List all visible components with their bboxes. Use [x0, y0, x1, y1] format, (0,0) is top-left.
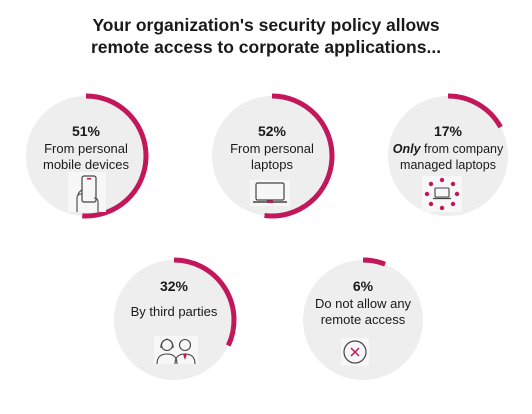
ring-background — [303, 260, 423, 380]
progress-ring — [212, 93, 335, 219]
progress-ring — [303, 257, 423, 380]
progress-ring — [114, 257, 237, 380]
value-label: 6% — [352, 278, 374, 294]
label-line-1: From personal — [230, 141, 314, 156]
progress-arc — [264, 93, 335, 219]
label-line-2: remote access — [320, 312, 406, 327]
category-label: From personal mobile devices — [16, 141, 156, 173]
progress-ring — [388, 93, 508, 216]
value-label: 52% — [257, 123, 287, 139]
category-label: By third parties — [104, 304, 244, 320]
label-emphasis: Only — [392, 142, 421, 156]
value-label: 51% — [71, 123, 101, 139]
managed-laptop-icon — [422, 176, 462, 212]
title-line-1: Your organization's security policy allo… — [92, 15, 440, 35]
progress-arc — [447, 93, 503, 129]
label-line-2: laptops — [251, 157, 293, 172]
chart-title: Your organization's security policy allo… — [0, 14, 532, 58]
stat-personal-mobile: 51% From personal mobile devices — [16, 86, 156, 226]
stat-third-parties: 32% By third parties — [104, 250, 244, 390]
progress-arc — [82, 93, 149, 219]
ring-background — [212, 96, 332, 216]
smartphone-hand-icon — [68, 172, 106, 212]
ring-background — [388, 96, 508, 216]
label-line-1: By third parties — [130, 304, 218, 319]
stat-no-remote-access: 6% Do not allow any remote access — [293, 250, 433, 390]
label-line-2: managed laptops — [400, 158, 496, 172]
title-line-2: remote access to corporate applications.… — [90, 37, 442, 57]
ring-background — [114, 260, 234, 380]
label-line-1: Do not allow any — [314, 296, 412, 311]
label-line-2: mobile devices — [43, 157, 129, 172]
laptop-icon — [250, 180, 290, 206]
stat-company-managed: 17% Only from company managed laptops — [378, 86, 518, 226]
category-label: From personal laptops — [202, 141, 342, 173]
value-label: 32% — [159, 278, 189, 294]
progress-arc — [362, 257, 387, 267]
progress-ring — [26, 93, 149, 219]
ring-background — [26, 96, 146, 216]
label-line-1: Only from company — [378, 141, 518, 157]
label-line-1-text: from company — [420, 142, 504, 156]
category-label: Only from company managed laptops — [378, 141, 518, 173]
label-line-1: From personal — [44, 141, 128, 156]
no-access-icon — [341, 338, 369, 366]
people-icon — [154, 336, 198, 364]
category-label: Do not allow any remote access — [293, 296, 433, 328]
stat-personal-laptops: 52% From personal laptops — [202, 86, 342, 226]
progress-arc — [173, 257, 237, 347]
value-label: 17% — [433, 123, 463, 139]
